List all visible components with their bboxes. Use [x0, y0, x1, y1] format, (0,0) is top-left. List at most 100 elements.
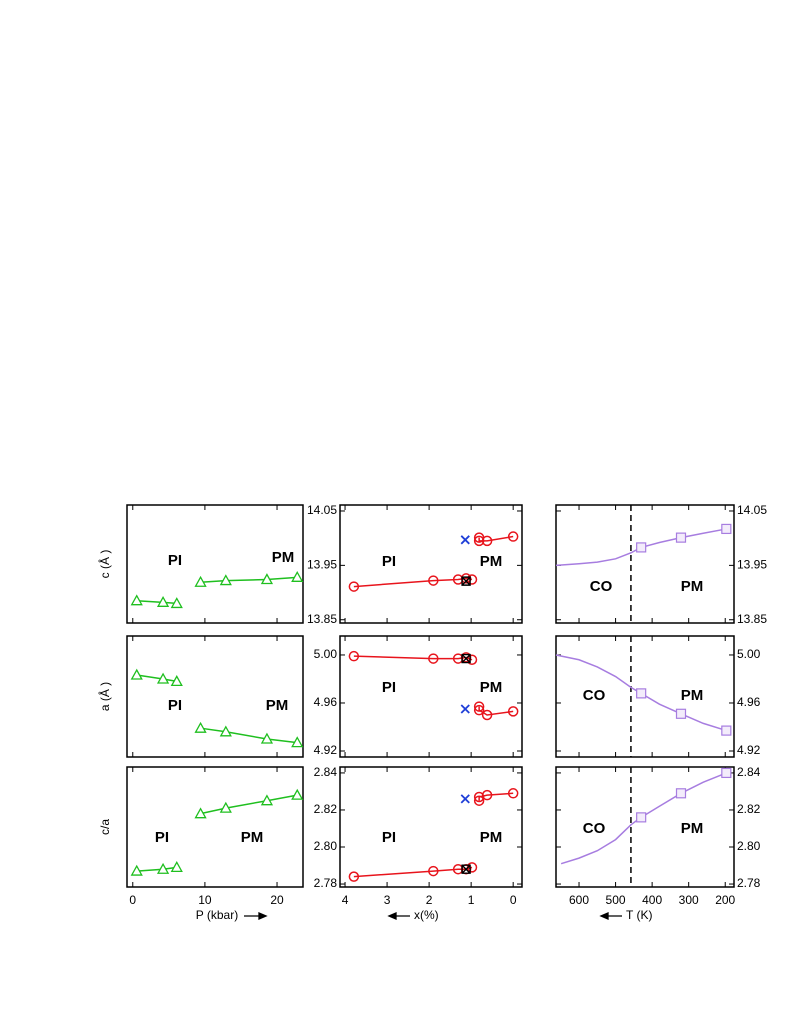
x-axis-label: P (kbar) — [196, 908, 238, 922]
region-label: PM — [480, 829, 503, 846]
y-tick-label: 5.00 — [737, 647, 761, 661]
series-line — [200, 576, 298, 583]
panel: a (Å ) PI PM — [97, 635, 304, 758]
region-label: CO — [583, 687, 606, 704]
marker — [170, 675, 183, 687]
region-label: PI — [382, 553, 396, 570]
y-tick-label: 5.00 — [314, 647, 338, 661]
series-line — [555, 654, 727, 732]
region-label: PI — [168, 552, 182, 569]
plot-frame — [339, 635, 523, 758]
marker — [675, 532, 687, 543]
marker — [194, 721, 207, 733]
marker — [461, 576, 471, 586]
y-tick-label: 2.80 — [737, 839, 761, 853]
marker — [260, 794, 274, 806]
y-tick-label: 2.84 — [314, 765, 338, 779]
x-tick-label: 0 — [510, 893, 517, 907]
x-tick-label: 0 — [129, 893, 136, 907]
marker — [675, 708, 687, 719]
x-tick-label: 3 — [384, 893, 391, 907]
marker — [291, 788, 304, 800]
marker — [130, 594, 143, 606]
x-tick-label: 500 — [606, 893, 626, 907]
series-line — [560, 772, 727, 865]
plot-frame — [126, 766, 304, 888]
panel: 4.92 4.96 5.00 CO PM — [555, 635, 761, 758]
plot-frame — [555, 635, 735, 758]
marker — [460, 535, 470, 545]
series-line — [136, 599, 177, 605]
marker — [428, 865, 439, 877]
marker — [260, 732, 274, 744]
marker — [170, 597, 183, 609]
region-label: PM — [681, 578, 704, 595]
marker — [473, 795, 485, 806]
x-tick-label: 600 — [569, 893, 589, 907]
y-tick-label: 4.96 — [737, 695, 761, 709]
marker — [481, 535, 493, 547]
marker — [291, 570, 304, 582]
region-label: PI — [382, 679, 396, 696]
marker — [473, 701, 485, 712]
panel: 0 10 20 c/a P (kbar) PI PM — [98, 766, 304, 922]
arrow-head — [387, 912, 397, 920]
y-tick-label: 2.78 — [737, 876, 761, 890]
series-line — [555, 528, 727, 567]
y-tick-label: 4.92 — [314, 743, 338, 757]
marker — [481, 709, 493, 721]
marker — [721, 725, 732, 736]
marker — [156, 595, 170, 607]
y-tick-label: 13.95 — [737, 558, 767, 572]
marker — [194, 807, 207, 819]
marker — [636, 688, 647, 699]
plot-frame — [339, 766, 523, 888]
x-axis-label: x(%) — [414, 908, 439, 922]
y-axis-label: a (Å ) — [97, 682, 112, 711]
panel: c (Å ) PI PM — [97, 504, 304, 624]
marker — [675, 788, 687, 799]
marker — [348, 650, 360, 662]
y-tick-label: 2.78 — [314, 876, 338, 890]
y-tick-label: 13.85 — [737, 612, 767, 626]
plot-frame — [126, 504, 304, 624]
region-label: CO — [590, 578, 613, 595]
marker — [460, 704, 470, 714]
plot-frame — [339, 504, 523, 624]
region-label: PM — [480, 553, 503, 570]
x-tick-label: 200 — [715, 893, 735, 907]
y-tick-label: 2.84 — [737, 765, 761, 779]
marker — [130, 668, 143, 680]
marker — [291, 736, 304, 748]
marker — [473, 704, 485, 716]
region-label: PM — [681, 820, 704, 837]
arrows — [244, 912, 622, 920]
x-tick-label: 10 — [198, 893, 212, 907]
y-tick-label: 4.96 — [314, 695, 338, 709]
arrow-head — [258, 912, 268, 920]
region-label: PM — [272, 549, 295, 566]
region-label: PI — [168, 697, 182, 714]
marker — [507, 531, 519, 542]
series-line — [200, 727, 298, 744]
y-tick-label: 13.85 — [307, 612, 337, 626]
marker — [219, 725, 232, 737]
series-line — [136, 674, 177, 683]
marker — [636, 542, 647, 553]
y-tick-label: 13.95 — [307, 558, 337, 572]
x-tick-label: 400 — [642, 893, 662, 907]
y-tick-label: 4.92 — [737, 743, 761, 757]
marker — [461, 653, 471, 664]
marker — [507, 706, 519, 717]
marker — [461, 864, 471, 874]
marker — [219, 574, 232, 586]
marker — [481, 789, 493, 801]
series-line — [136, 866, 177, 872]
panel: 13.85 13.95 14.05 PI PM — [307, 503, 523, 626]
marker — [170, 861, 183, 873]
panel: 13.85 13.95 14.05 CO PM — [555, 503, 767, 626]
plot-frame — [555, 766, 735, 888]
marker — [130, 864, 143, 876]
